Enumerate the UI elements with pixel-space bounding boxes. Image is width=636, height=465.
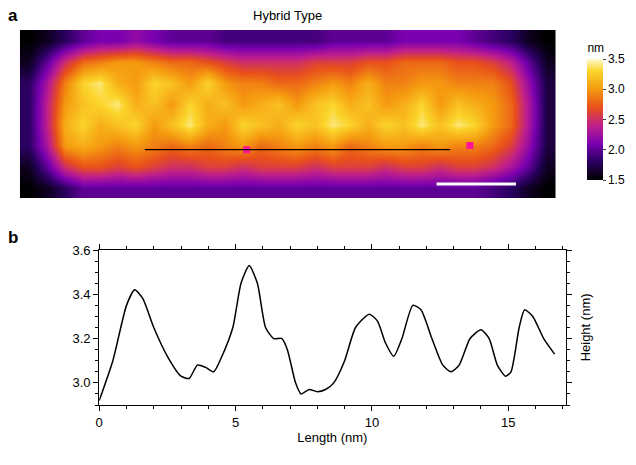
svg-text:Height (nm): Height (nm): [578, 293, 593, 361]
svg-text:0: 0: [96, 415, 103, 430]
svg-text:3.4: 3.4: [73, 287, 91, 302]
svg-text:2.5: 2.5: [608, 113, 625, 127]
svg-text:nm: nm: [587, 41, 604, 55]
svg-text:1.5: 1.5: [608, 173, 625, 187]
svg-text:15: 15: [501, 415, 515, 430]
svg-text:3.2: 3.2: [73, 331, 91, 346]
svg-text:a: a: [8, 6, 18, 25]
svg-text:Hybrid Type: Hybrid Type: [253, 8, 322, 23]
svg-text:b: b: [8, 228, 18, 247]
svg-text:5: 5: [232, 415, 239, 430]
svg-text:Length (nm): Length (nm): [297, 430, 367, 445]
svg-text:3.0: 3.0: [73, 375, 91, 390]
svg-text:3.5: 3.5: [608, 52, 625, 66]
svg-text:3.0: 3.0: [608, 82, 625, 96]
svg-text:2.0: 2.0: [608, 143, 625, 157]
svg-text:3.6: 3.6: [73, 243, 91, 258]
svg-text:10: 10: [365, 415, 379, 430]
